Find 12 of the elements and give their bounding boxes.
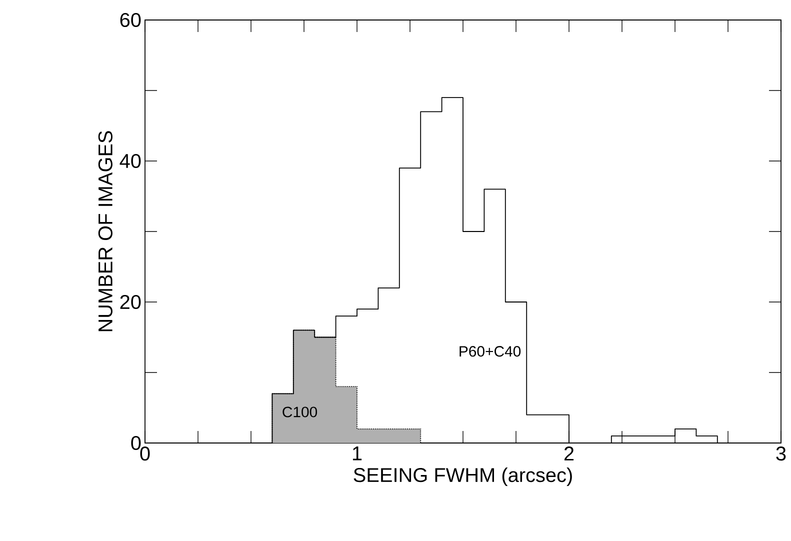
x-tick-label: 2 <box>564 446 574 460</box>
series-label: P60+C40 <box>460 346 521 357</box>
y-tick-label: 40 <box>120 154 141 168</box>
x-tick-label: 0 <box>140 446 150 461</box>
y-tick-label: 0 <box>131 436 141 450</box>
x-axis-title: SEEING FWHM (arcsec) <box>354 467 572 486</box>
series-label: C100 <box>282 406 318 418</box>
y-axis-title: NUMBER OF IMAGES <box>98 131 112 332</box>
x-tick-label: 3 <box>776 446 786 461</box>
x-tick-label: 1 <box>352 446 362 460</box>
y-tick-label: 60 <box>120 12 141 28</box>
y-tick-label: 20 <box>120 294 141 310</box>
